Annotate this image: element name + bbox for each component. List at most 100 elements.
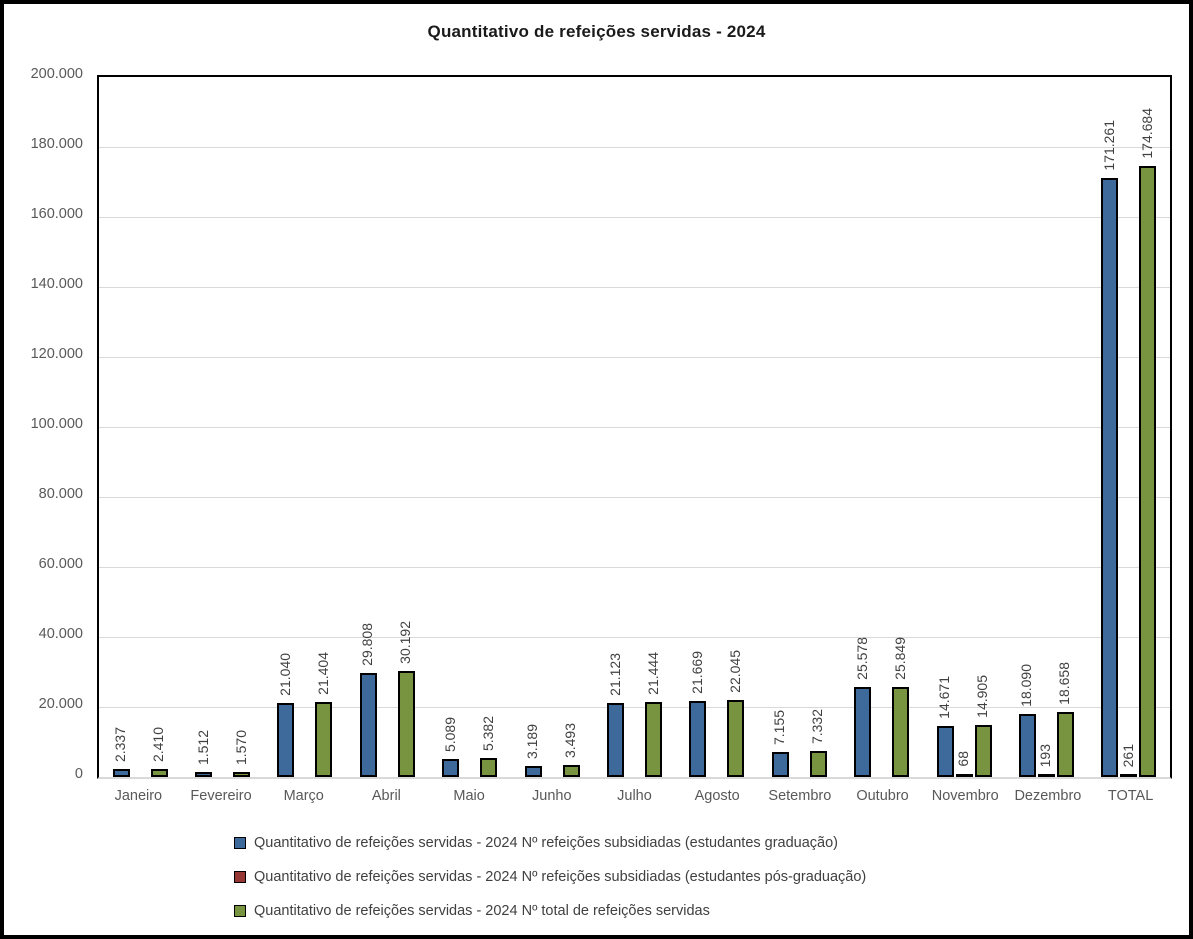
gridline [99,427,1170,428]
gridline [99,357,1170,358]
bar [975,725,992,777]
bar-data-label: 22.045 [727,650,743,693]
legend-swatch [234,836,246,849]
bar [607,703,624,777]
bar [442,759,459,777]
bar-data-label: 2.337 [112,726,128,762]
bar-data-label: 18.658 [1056,662,1072,705]
bar [277,703,294,777]
bar-data-label: 29.808 [359,623,375,666]
y-tick-label: 0 [74,766,83,782]
bar-data-label: 5.382 [480,715,496,751]
bar-data-label: 5.089 [442,716,458,752]
x-tick-label: TOTAL [1107,788,1154,804]
y-tick-label: 40.000 [38,626,83,642]
y-tick-label: 160.000 [30,206,83,222]
bar [398,671,415,777]
y-tick-label: 80.000 [38,486,83,502]
chart-title: Quantitativo de refeições servidas - 202… [427,22,766,41]
bar-data-label: 7.332 [809,708,825,744]
x-tick-label: Janeiro [114,788,163,804]
y-tick-label: 60.000 [38,556,83,572]
bar [937,726,954,777]
bar [315,702,332,777]
bar [645,702,662,777]
bar [772,752,789,777]
bar [360,673,377,777]
bar-data-label: 21.123 [607,653,623,696]
y-tick-label: 20.000 [38,696,83,712]
gridline [99,147,1170,148]
bar [480,758,497,777]
y-tick-label: 120.000 [30,346,83,362]
legend-item: Quantitativo de refeições servidas - 202… [234,868,867,885]
bar-data-label: 171.261 [1101,120,1117,171]
bar [727,700,744,777]
x-tick-label: Julho [617,788,652,804]
plot-area: 2.337 2.410 1.512 1.570 21.040 21.404 29.808 30… [97,75,1172,779]
bar-data-label: 14.905 [974,675,990,718]
bar-data-label: 3.189 [524,723,540,759]
bar-data-label: 30.192 [397,621,413,664]
legend-label: Quantitativo de refeições servidas - 202… [254,834,839,851]
bar-data-label: 1.570 [233,729,249,765]
bar [151,769,168,777]
bar [854,687,871,777]
bar [1057,712,1074,777]
gridline [99,707,1170,708]
bar-data-label: 261 [1120,743,1136,767]
y-tick-label: 100.000 [30,416,83,432]
bar-data-label: 174.684 [1139,108,1155,159]
gridline [99,287,1170,288]
bar [1120,774,1137,777]
bar [1019,714,1036,777]
bar-data-label: 21.444 [645,652,661,695]
bar [563,765,580,777]
y-tick-label: 180.000 [30,136,83,152]
bar [233,772,250,777]
bar [956,774,973,777]
gridline [99,497,1170,498]
bar-data-label: 7.155 [771,709,787,745]
x-tick-label: Dezembro [1014,788,1082,804]
x-tick-label: Março [283,788,324,804]
gridline [99,217,1170,218]
bar-data-label: 21.040 [277,653,293,696]
x-tick-label: Outubro [856,788,909,804]
bar-data-label: 1.512 [195,729,211,765]
bar-data-label: 25.578 [854,637,870,680]
bar-data-label: 21.404 [315,652,331,695]
legend-swatch [234,870,246,883]
legend-item: Quantitativo de refeições servidas - 202… [234,902,866,919]
bar-data-label: 68 [955,751,971,767]
bar [1038,774,1055,777]
bar [1101,178,1118,777]
bar-data-label: 193 [1037,743,1053,767]
bar [113,769,130,777]
x-tick-label: Fevereiro [190,788,252,804]
bar [810,751,827,777]
x-tick-label: Agosto [694,788,740,804]
bar-data-label: 3.493 [562,722,578,758]
gridline [99,567,1170,568]
x-tick-label: Maio [453,788,485,804]
bar-data-label: 21.669 [689,651,705,694]
bar-data-label: 25.849 [892,637,908,680]
bar [525,766,542,777]
y-axis: 0 20.000 40.000 60.000 80.000 100.000 120.000 1… [4,66,89,782]
bar [892,687,909,777]
legend-label: Quantitativo de refeições servidas - 202… [254,902,710,919]
x-tick-label: Abril [371,788,401,804]
x-tick-label: Setembro [768,788,832,804]
bar-data-label: 14.671 [936,676,952,719]
bar-data-label: 2.410 [150,726,166,762]
legend-label: Quantitativo de refeições servidas - 202… [254,868,867,885]
x-axis: Janeiro Fevereiro Março Abril Maio Junho Julho… [97,788,1172,804]
bar [689,701,706,777]
y-tick-label: 200.000 [30,66,83,82]
bar-data-label: 18.090 [1018,664,1034,707]
legend-swatch [234,904,246,917]
bar [195,772,212,777]
bar [1139,166,1156,777]
